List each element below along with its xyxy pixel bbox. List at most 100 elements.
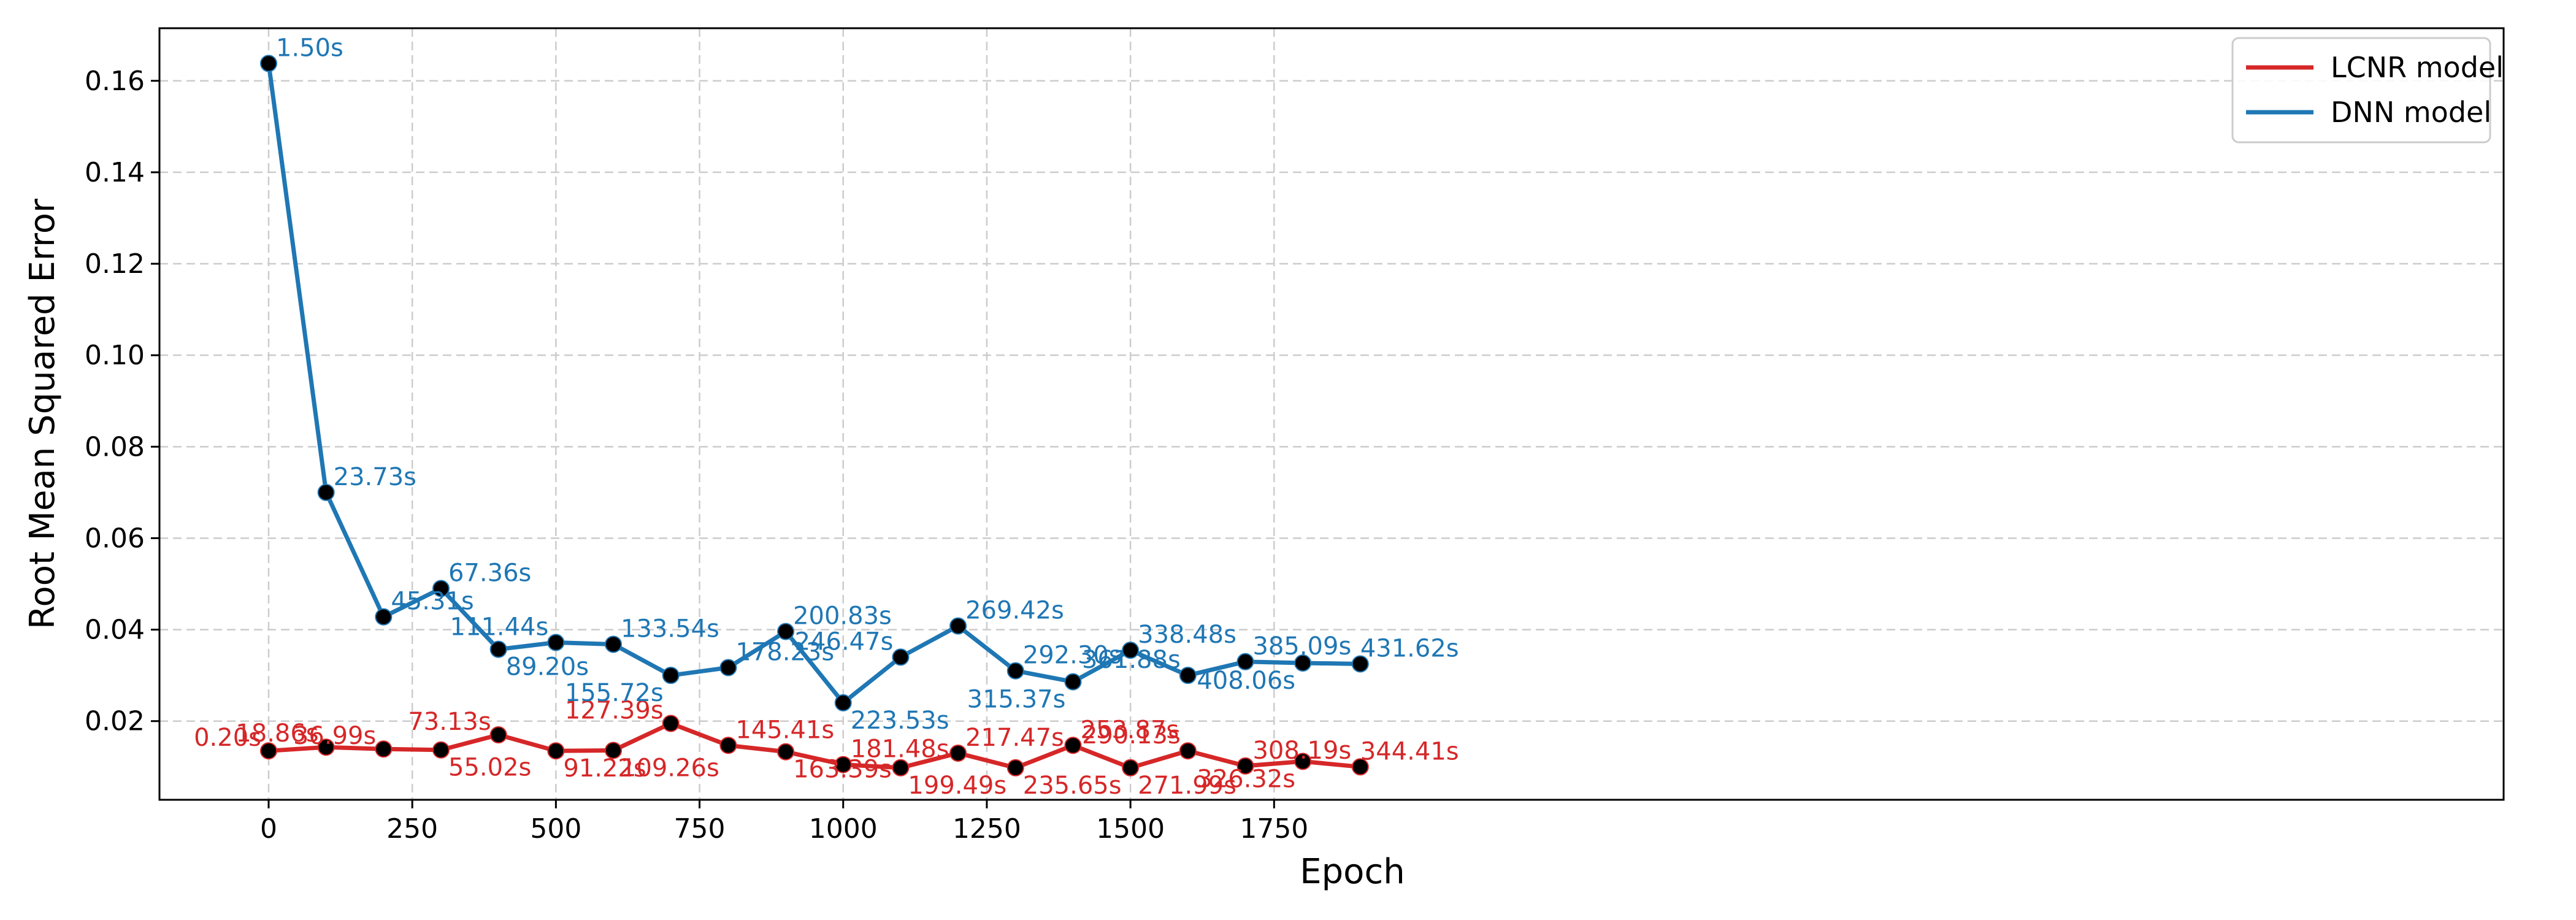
data-point-lcnr <box>317 738 335 756</box>
data-point-dnn <box>259 55 277 72</box>
x-tick-label: 0 <box>260 813 277 845</box>
data-point-dnn <box>949 617 967 635</box>
data-point-dnn <box>834 694 852 711</box>
legend-label-lcnr: LCNR model <box>2331 51 2504 84</box>
time-label-dnn: 200.83s <box>793 602 892 631</box>
time-label-dnn: 385.09s <box>1252 632 1351 661</box>
time-label-lcnr: 109.26s <box>621 754 719 782</box>
y-tick-label: 0.02 <box>85 706 145 737</box>
x-tick-label: 1500 <box>1096 813 1165 845</box>
axis-ticks: 0 250 500 750 1000 1250 1500 1750 0.02 0.04 0.06 0.… <box>85 66 1308 845</box>
legend-label-dnn: DNN model <box>2331 96 2491 129</box>
time-label-dnn: 111.44s <box>450 613 549 641</box>
data-point-lcnr <box>1006 759 1024 776</box>
y-axis-title: Root Mean Squared Error <box>23 198 63 629</box>
data-point-lcnr <box>949 744 967 762</box>
data-point-lcnr <box>662 715 680 732</box>
x-tick-label: 750 <box>674 813 726 845</box>
data-point-dnn <box>547 634 565 651</box>
data-point-dnn <box>1064 673 1082 691</box>
time-label-dnn: 23.73s <box>334 463 416 491</box>
time-label-dnn: 89.20s <box>506 653 589 681</box>
time-label-dnn: 1.50s <box>276 34 343 62</box>
time-label-lcnr: 271.99s <box>1138 772 1236 800</box>
x-tick-label: 500 <box>530 813 581 845</box>
x-tick-label: 1250 <box>953 813 1021 845</box>
y-tick-label: 0.04 <box>85 615 145 646</box>
data-point-lcnr <box>1351 758 1369 776</box>
data-point-lcnr <box>1179 742 1197 760</box>
data-point-lcnr <box>1122 759 1140 776</box>
grid-lines <box>159 28 2504 800</box>
time-label-lcnr: 181.48s <box>851 735 949 764</box>
time-label-lcnr: 326.32s <box>1197 765 1295 793</box>
time-label-lcnr: 0.20s <box>194 724 261 752</box>
time-label-lcnr: 145.41s <box>735 716 834 744</box>
time-label-lcnr: 290.13s <box>1082 721 1181 749</box>
data-point-lcnr <box>547 742 565 760</box>
time-label-dnn: 178.23s <box>735 638 834 666</box>
data-point-lcnr <box>1294 753 1312 770</box>
data-point-dnn <box>777 623 795 640</box>
x-tick-label: 1000 <box>809 813 878 845</box>
time-label-dnn: 133.54s <box>621 615 719 643</box>
time-label-lcnr: 344.41s <box>1360 737 1459 765</box>
time-label-dnn: 269.42s <box>965 597 1064 625</box>
time-label-lcnr: 73.13s <box>408 708 491 736</box>
data-point-lcnr <box>777 743 795 761</box>
time-label-dnn: 223.53s <box>851 707 949 735</box>
time-label-dnn: 431.62s <box>1360 635 1459 663</box>
time-label-lcnr: 308.19s <box>1252 737 1351 765</box>
data-point-dnn <box>1179 667 1197 684</box>
data-point-lcnr <box>1236 757 1254 775</box>
data-point-dnn <box>375 608 393 626</box>
data-point-dnn <box>662 667 680 684</box>
x-tick-label: 1750 <box>1240 813 1308 845</box>
data-point-dnn <box>719 659 737 677</box>
data-point-lcnr <box>489 726 507 744</box>
time-label-dnn: 361.88s <box>1082 646 1181 674</box>
data-point-dnn <box>317 483 335 501</box>
x-axis-title: Epoch <box>1300 852 1405 892</box>
y-tick-label: 0.06 <box>85 523 145 554</box>
data-point-dnn <box>489 640 507 658</box>
time-label-dnn: 315.37s <box>967 686 1066 714</box>
plot-frame <box>158 27 2505 801</box>
data-point-dnn <box>1122 642 1140 659</box>
time-label-lcnr: 55.02s <box>448 754 531 782</box>
legend: LCNR model DNN model <box>2231 37 2504 144</box>
time-label-dnn: 408.06s <box>1197 667 1295 695</box>
time-label-dnn: 155.72s <box>565 679 664 707</box>
time-label-lcnr: 217.47s <box>965 724 1064 752</box>
time-label-lcnr: 36.99s <box>293 722 376 750</box>
time-label-lcnr: 163.39s <box>793 756 892 784</box>
time-label-lcnr: 91.22s <box>563 754 646 783</box>
data-point-dnn <box>1294 654 1312 672</box>
time-label-dnn: 246.47s <box>795 627 894 656</box>
time-label-lcnr: 235.65s <box>1023 772 1122 800</box>
data-point-dnn <box>1351 655 1369 673</box>
x-tick-label: 250 <box>386 813 438 845</box>
data-point-dnn <box>892 648 910 666</box>
data-point-lcnr <box>259 742 277 760</box>
y-tick-label: 0.16 <box>85 66 145 97</box>
time-label-dnn: 338.48s <box>1138 621 1236 649</box>
data-point-lcnr <box>605 742 623 759</box>
time-label-lcnr: 127.39s <box>565 696 664 724</box>
series-line-lcnr <box>266 721 1363 770</box>
y-tick-label: 0.08 <box>85 431 145 462</box>
data-point-dnn <box>1006 662 1024 680</box>
data-point-dnn <box>432 580 450 597</box>
time-label-dnn: 292.30s <box>1023 642 1122 670</box>
data-point-lcnr <box>375 740 393 758</box>
series-line-dnn <box>266 61 1363 705</box>
time-label-lcnr: 253.87s <box>1080 716 1179 744</box>
series-lines <box>266 61 1363 770</box>
y-tick-label: 0.12 <box>85 248 145 280</box>
y-tick-label: 0.10 <box>85 340 145 371</box>
data-point-dnn <box>605 635 623 653</box>
data-point-lcnr <box>432 741 450 759</box>
time-label-dnn: 45.31s <box>391 588 473 616</box>
